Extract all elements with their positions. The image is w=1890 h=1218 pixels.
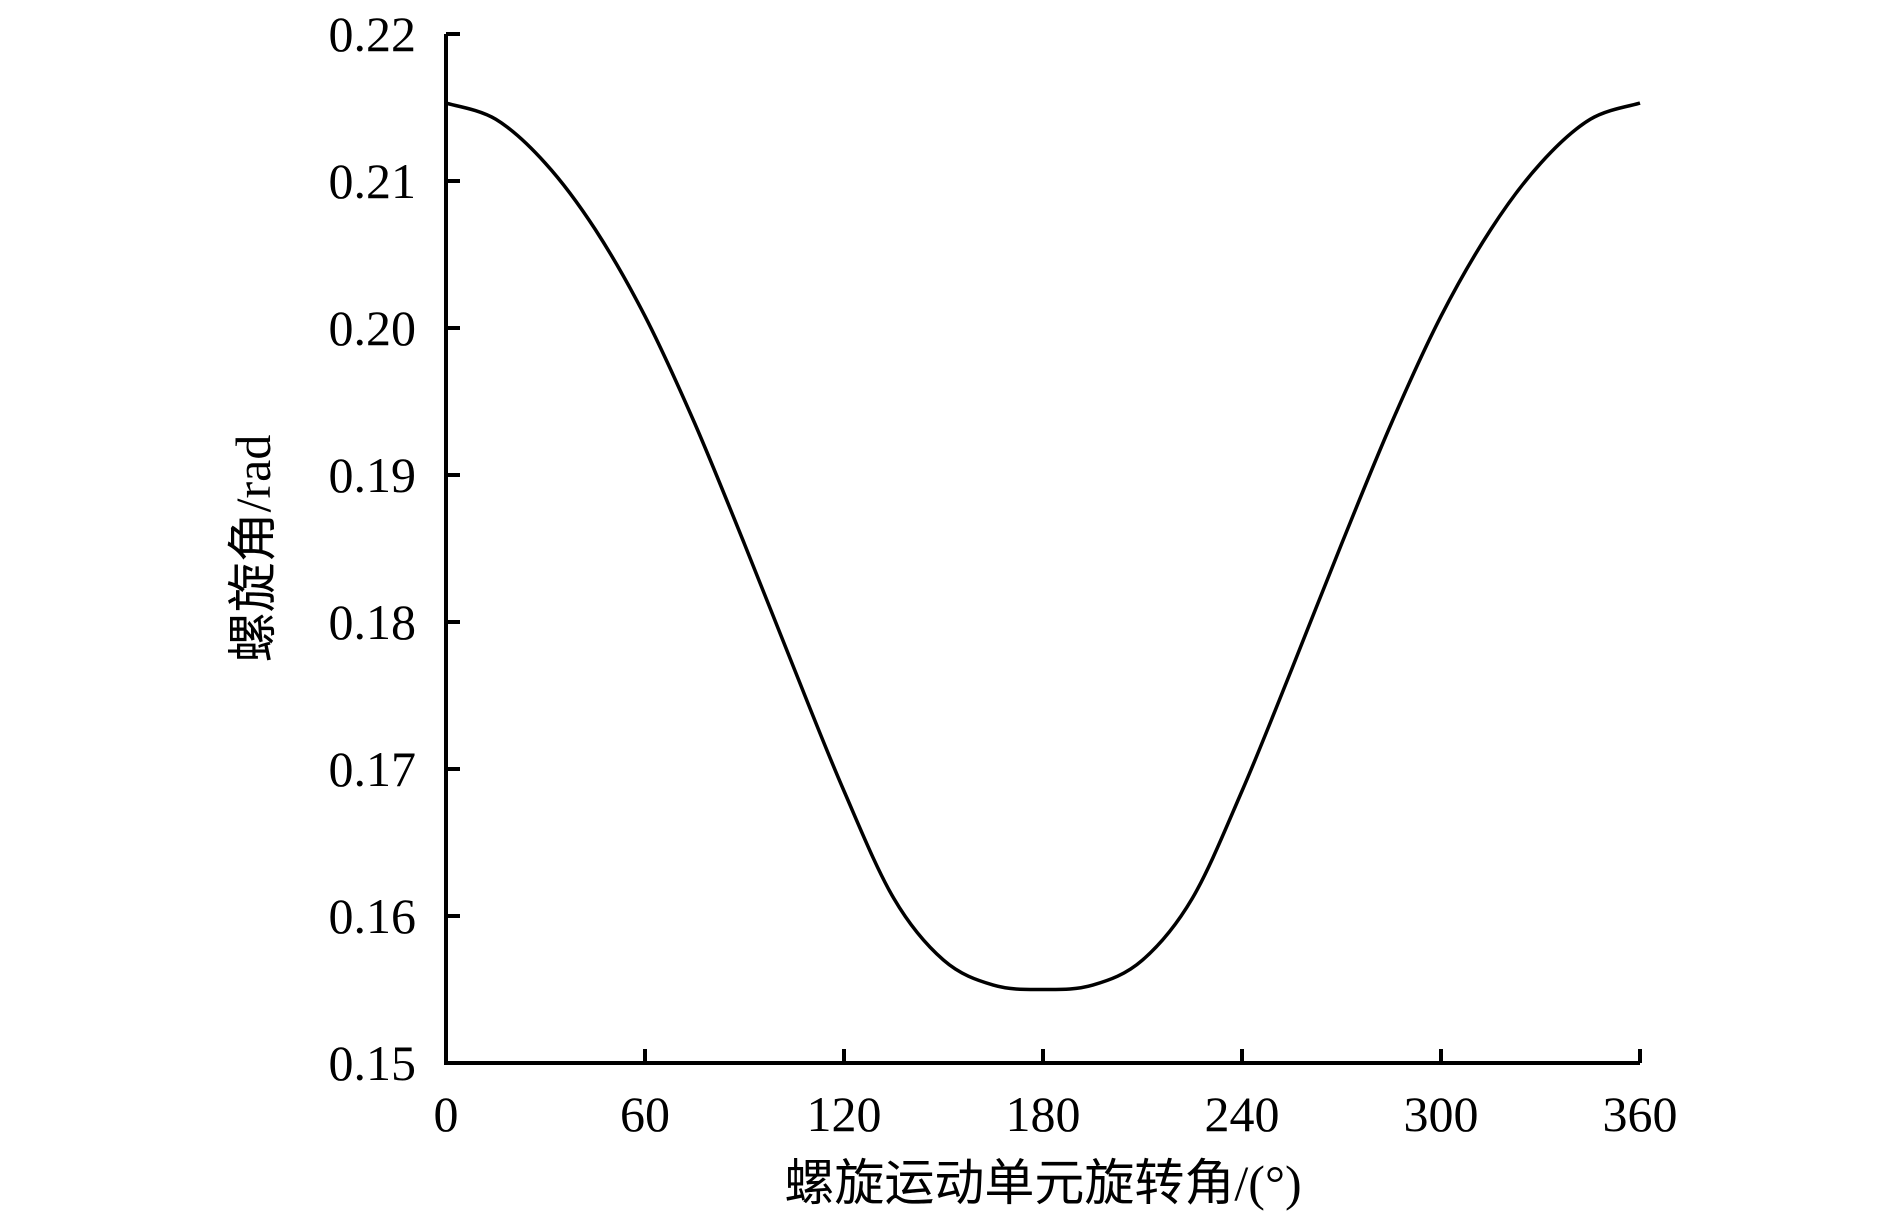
y-tick-label: 0.18 [329,594,417,650]
y-tick-label: 0.22 [329,6,417,62]
x-axis-title: 螺旋运动单元旋转角/(°) [784,1155,1301,1211]
y-tick-label: 0.19 [329,447,417,503]
x-tick-label: 120 [807,1086,882,1142]
x-tick-label: 360 [1603,1086,1678,1142]
y-tick-label: 0.15 [329,1035,417,1091]
x-tick-label: 300 [1404,1086,1479,1142]
x-tick-label: 60 [620,1086,670,1142]
y-axis-title: 螺旋角/rad [225,435,281,663]
y-tick-label: 0.20 [329,300,417,356]
y-axis-ticks: 0.15 0.16 0.17 0.18 0.19 0.20 0.21 0.22 [329,6,460,1091]
series-line [445,101,1641,992]
axes-frame [444,34,1640,1065]
x-tick-label: 180 [1006,1086,1081,1142]
x-axis-ticks: 0 60 120 180 240 300 360 [434,1049,1678,1142]
x-tick-label: 240 [1205,1086,1280,1142]
y-tick-label: 0.16 [329,888,417,944]
y-tick-label: 0.21 [329,153,417,209]
x-tick-label: 0 [434,1086,459,1142]
y-tick-label: 0.17 [329,741,417,797]
